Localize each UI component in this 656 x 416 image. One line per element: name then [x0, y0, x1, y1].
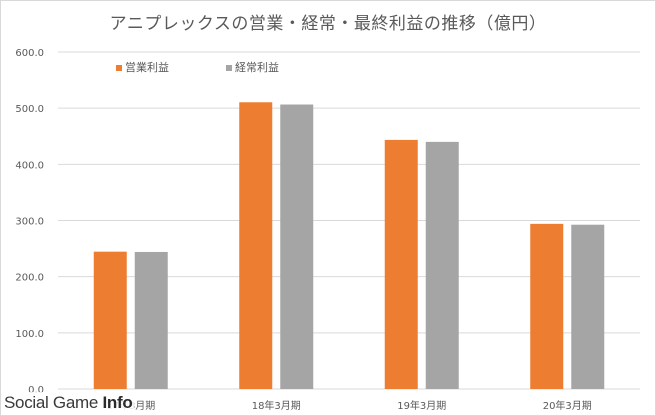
watermark-logo: Social Game Info	[2, 392, 135, 414]
bar-ordinary	[571, 224, 605, 389]
x-tick-label: 18年3月期	[252, 399, 301, 412]
y-tick-label: 600.0	[15, 48, 44, 59]
bar-operating	[93, 251, 127, 389]
bar-operating	[239, 102, 273, 389]
bar-operating	[530, 223, 564, 389]
y-tick-label: 100.0	[15, 329, 44, 340]
y-tick-label: 500.0	[15, 104, 44, 115]
bar-operating	[384, 139, 418, 389]
x-tick-label: 20年3月期	[543, 399, 592, 412]
x-tick-label: 19年3月期	[397, 399, 446, 412]
legend-label: 営業利益	[125, 60, 169, 74]
y-tick-label: 200.0	[15, 273, 44, 284]
watermark-bold: Info	[102, 393, 133, 412]
bar-ordinary	[134, 251, 168, 389]
y-tick-label: 300.0	[15, 217, 44, 228]
y-tick-label: 0.0	[28, 385, 44, 396]
legend-swatch	[116, 65, 122, 71]
bar-ordinary	[280, 104, 314, 389]
bar-ordinary	[425, 141, 459, 389]
y-tick-label: 400.0	[15, 160, 44, 171]
watermark-prefix: Social Game	[4, 393, 103, 412]
chart-title: アニプレックスの営業・経常・最終利益の推移（億円）	[109, 14, 547, 34]
legend-label: 経常利益	[235, 60, 279, 74]
legend-swatch	[226, 65, 232, 71]
